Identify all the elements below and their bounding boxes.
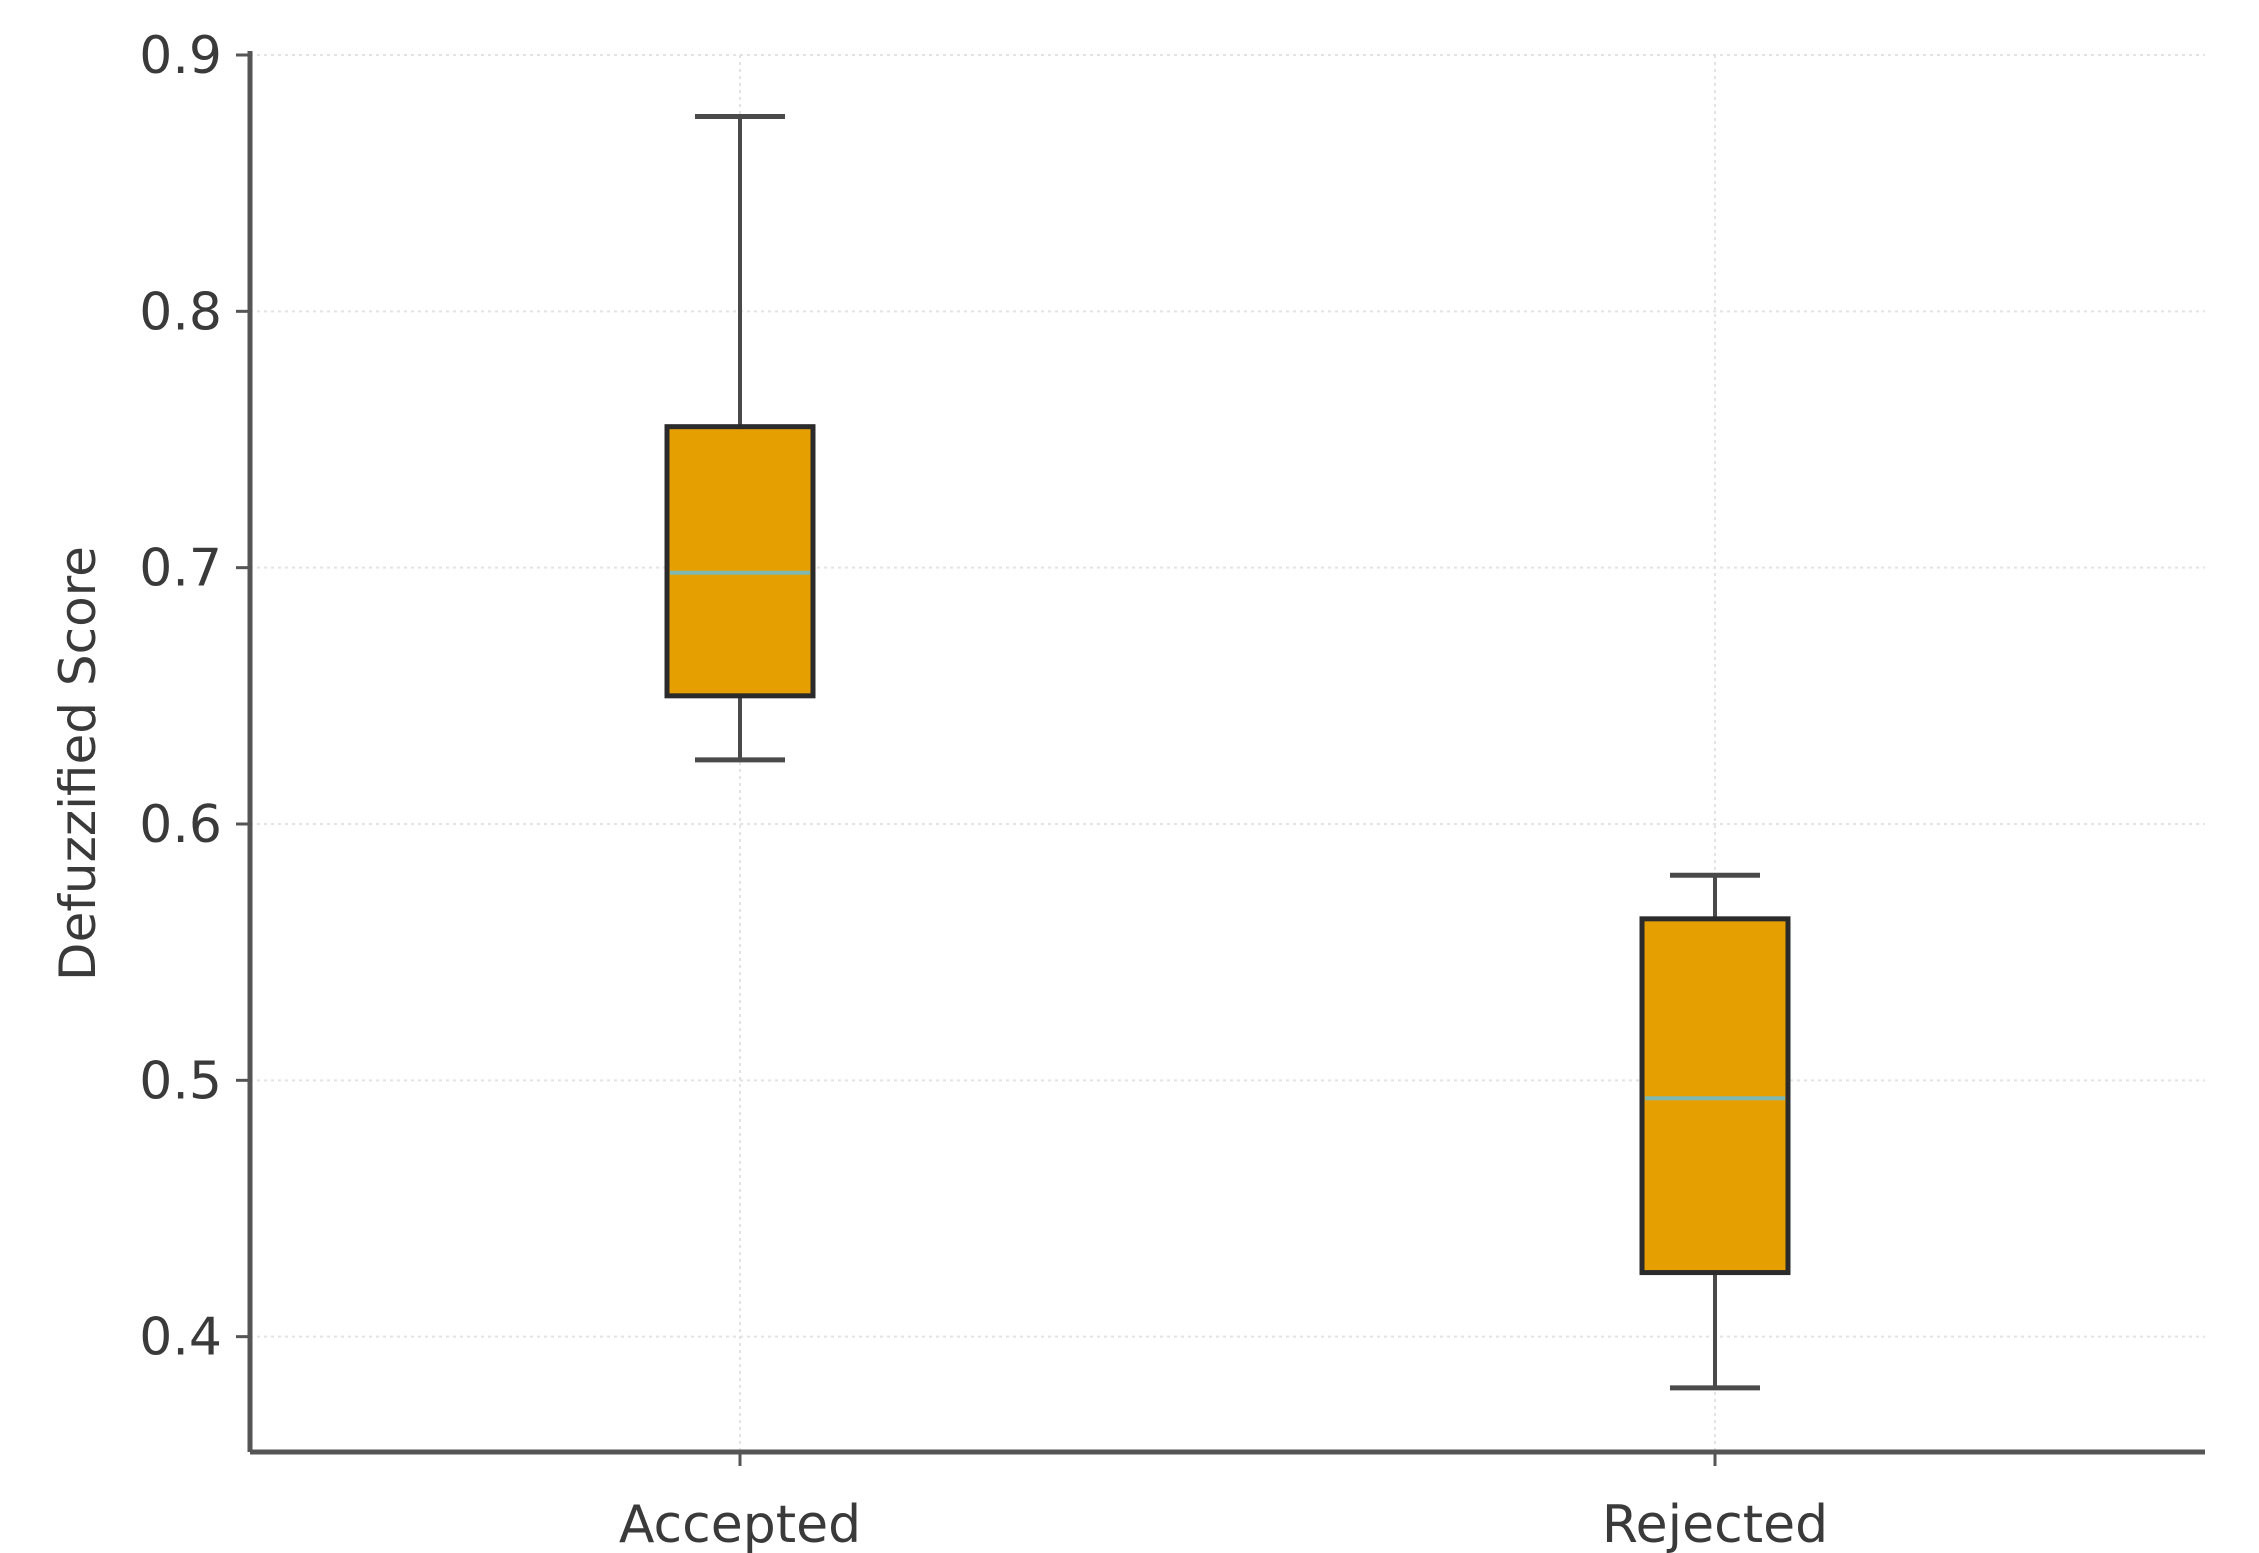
ticks-layer: 0.9 0.8 0.7 0.6 0.5 0.4 Accepted Rejected (139, 26, 1828, 1553)
y-axis-title: Defuzzified Score (49, 546, 107, 981)
y-tick-label: 0.9 (139, 26, 222, 86)
box-iqr (664, 424, 816, 699)
box-iqr (1639, 916, 1791, 1276)
y-tick-label: 0.4 (139, 1308, 222, 1368)
y-tick-label: 0.7 (139, 539, 222, 599)
y-tick-label: 0.5 (139, 1051, 222, 1111)
grid-layer (250, 54, 2205, 1452)
box-group (664, 114, 816, 763)
x-tick-label: Accepted (619, 1495, 861, 1553)
y-tick-label: 0.6 (139, 795, 222, 855)
x-tick-label: Rejected (1602, 1495, 1828, 1553)
boxes-layer (664, 114, 1791, 1391)
y-tick-label: 0.8 (139, 282, 222, 342)
box-group (1639, 872, 1791, 1391)
axes-layer (236, 51, 2205, 1466)
